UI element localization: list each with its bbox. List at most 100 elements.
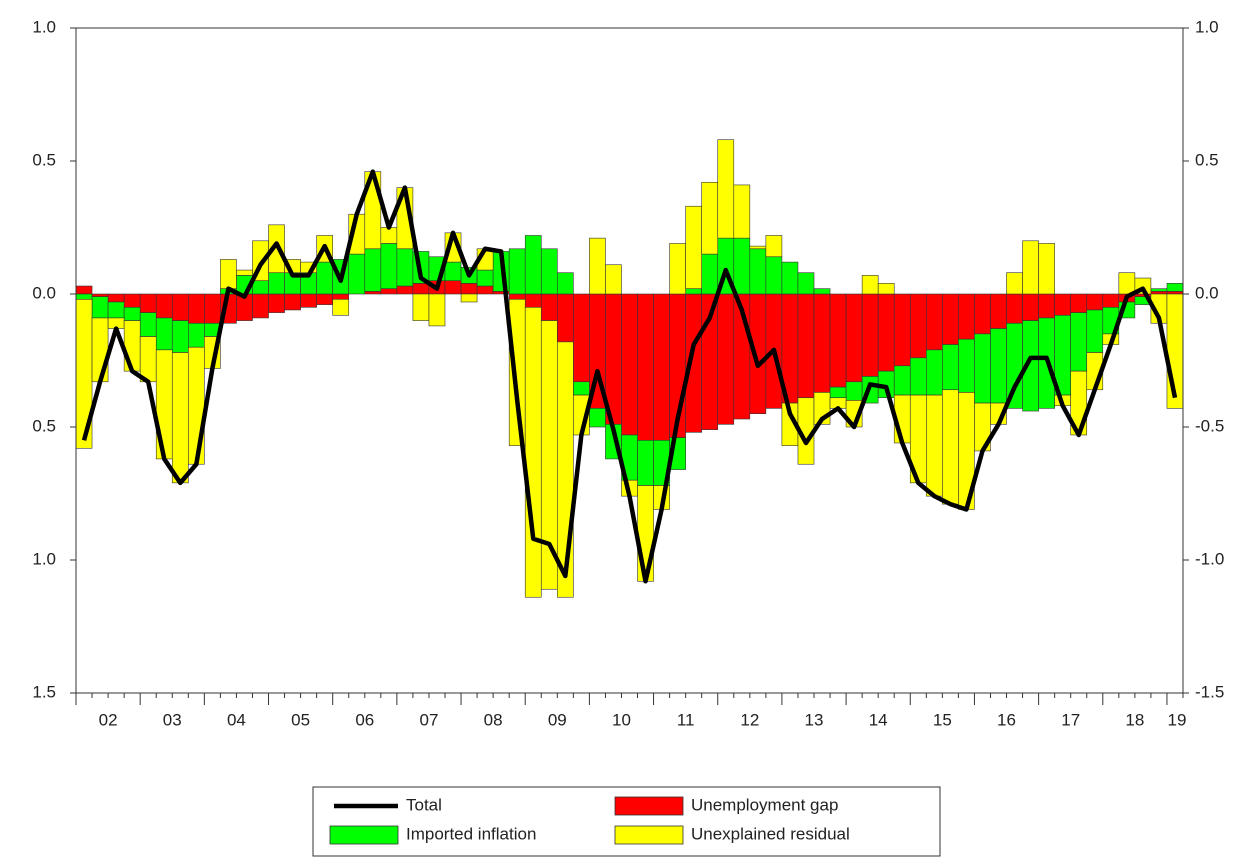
bar xyxy=(942,389,959,505)
bar xyxy=(348,253,366,295)
bar xyxy=(412,293,430,321)
bar xyxy=(974,293,991,335)
x-tick-label: 06 xyxy=(355,710,374,729)
x-tick-label: 10 xyxy=(612,710,631,729)
bar xyxy=(91,293,109,297)
bar xyxy=(942,293,959,345)
bar xyxy=(380,288,398,295)
bar xyxy=(733,184,751,239)
bar xyxy=(508,248,526,295)
x-tick-label: 12 xyxy=(740,710,759,729)
bar xyxy=(1054,293,1071,316)
bar xyxy=(621,293,638,436)
bar xyxy=(958,338,975,393)
bar xyxy=(893,365,911,396)
bar xyxy=(926,394,943,497)
bar xyxy=(829,386,847,399)
y2-tick-label: 1.0 xyxy=(1195,17,1219,36)
bar xyxy=(332,293,350,300)
y-tick-label: 1.0 xyxy=(32,17,56,36)
bar xyxy=(380,243,398,289)
bar xyxy=(171,352,189,484)
bar xyxy=(75,293,93,300)
bar xyxy=(188,293,205,324)
bar xyxy=(1006,293,1023,324)
bar xyxy=(107,293,125,303)
bar xyxy=(1038,243,1055,295)
bar xyxy=(316,261,333,295)
bar xyxy=(589,408,606,428)
bar xyxy=(91,317,109,383)
bar xyxy=(188,346,205,465)
x-tick-label: 05 xyxy=(291,710,310,729)
bar xyxy=(476,285,494,295)
bar xyxy=(1070,293,1088,313)
legend-label: Unexplained residual xyxy=(691,824,850,843)
bar xyxy=(877,283,895,295)
bar xyxy=(220,259,237,289)
bar xyxy=(845,293,863,383)
bar xyxy=(1086,293,1104,311)
bar xyxy=(155,317,173,351)
bar xyxy=(364,248,382,292)
x-tick-label: 18 xyxy=(1125,710,1144,729)
bar xyxy=(444,261,462,281)
bar xyxy=(284,293,301,311)
x-tick-label: 08 xyxy=(484,710,503,729)
bar xyxy=(204,293,221,324)
x-tick-label: 14 xyxy=(869,710,888,729)
bar xyxy=(1022,240,1039,295)
legend-label: Total xyxy=(406,795,442,814)
x-tick-label: 02 xyxy=(99,710,118,729)
bar xyxy=(669,243,686,295)
bar xyxy=(155,293,173,319)
bar xyxy=(508,293,526,300)
bar xyxy=(444,280,462,295)
bar xyxy=(765,256,783,295)
bar xyxy=(845,381,863,401)
bar xyxy=(1038,293,1055,319)
bar xyxy=(958,293,975,340)
bar xyxy=(1150,288,1168,292)
bar xyxy=(749,245,767,250)
legend-label: Unemployment gap xyxy=(691,795,838,814)
bar xyxy=(813,293,831,393)
bar xyxy=(990,328,1007,404)
bar xyxy=(540,293,558,321)
x-tick-label: 17 xyxy=(1061,710,1080,729)
bar xyxy=(139,312,157,337)
bar xyxy=(236,269,253,276)
legend-swatch xyxy=(614,825,684,845)
bar xyxy=(316,293,333,305)
bar xyxy=(1150,291,1168,295)
bar xyxy=(412,283,430,295)
bar xyxy=(1166,291,1184,295)
x-tick-label: 19 xyxy=(1168,710,1187,729)
bar xyxy=(573,293,590,383)
bar xyxy=(300,293,317,308)
x-tick-label: 07 xyxy=(419,710,438,729)
legend-label: Imported inflation xyxy=(406,824,536,843)
bar xyxy=(926,293,943,351)
x-tick-label: 04 xyxy=(227,710,246,729)
bar xyxy=(428,293,446,327)
bar xyxy=(829,293,847,388)
bar xyxy=(701,253,719,295)
bar xyxy=(909,293,927,359)
bar xyxy=(749,248,767,295)
bar xyxy=(557,293,574,343)
bar xyxy=(974,333,991,404)
bar xyxy=(637,485,654,582)
legend-swatch xyxy=(614,796,684,816)
bar xyxy=(107,301,125,319)
y2-tick-label: 0.5 xyxy=(1195,150,1219,169)
bar xyxy=(171,293,189,321)
bar xyxy=(637,439,654,486)
bar xyxy=(1070,312,1088,372)
bar xyxy=(797,293,815,399)
y-tick-label: 1.0 xyxy=(32,549,56,568)
bar xyxy=(268,224,285,274)
bar xyxy=(797,272,815,295)
x-tick-label: 13 xyxy=(805,710,824,729)
line-series xyxy=(81,169,1178,584)
